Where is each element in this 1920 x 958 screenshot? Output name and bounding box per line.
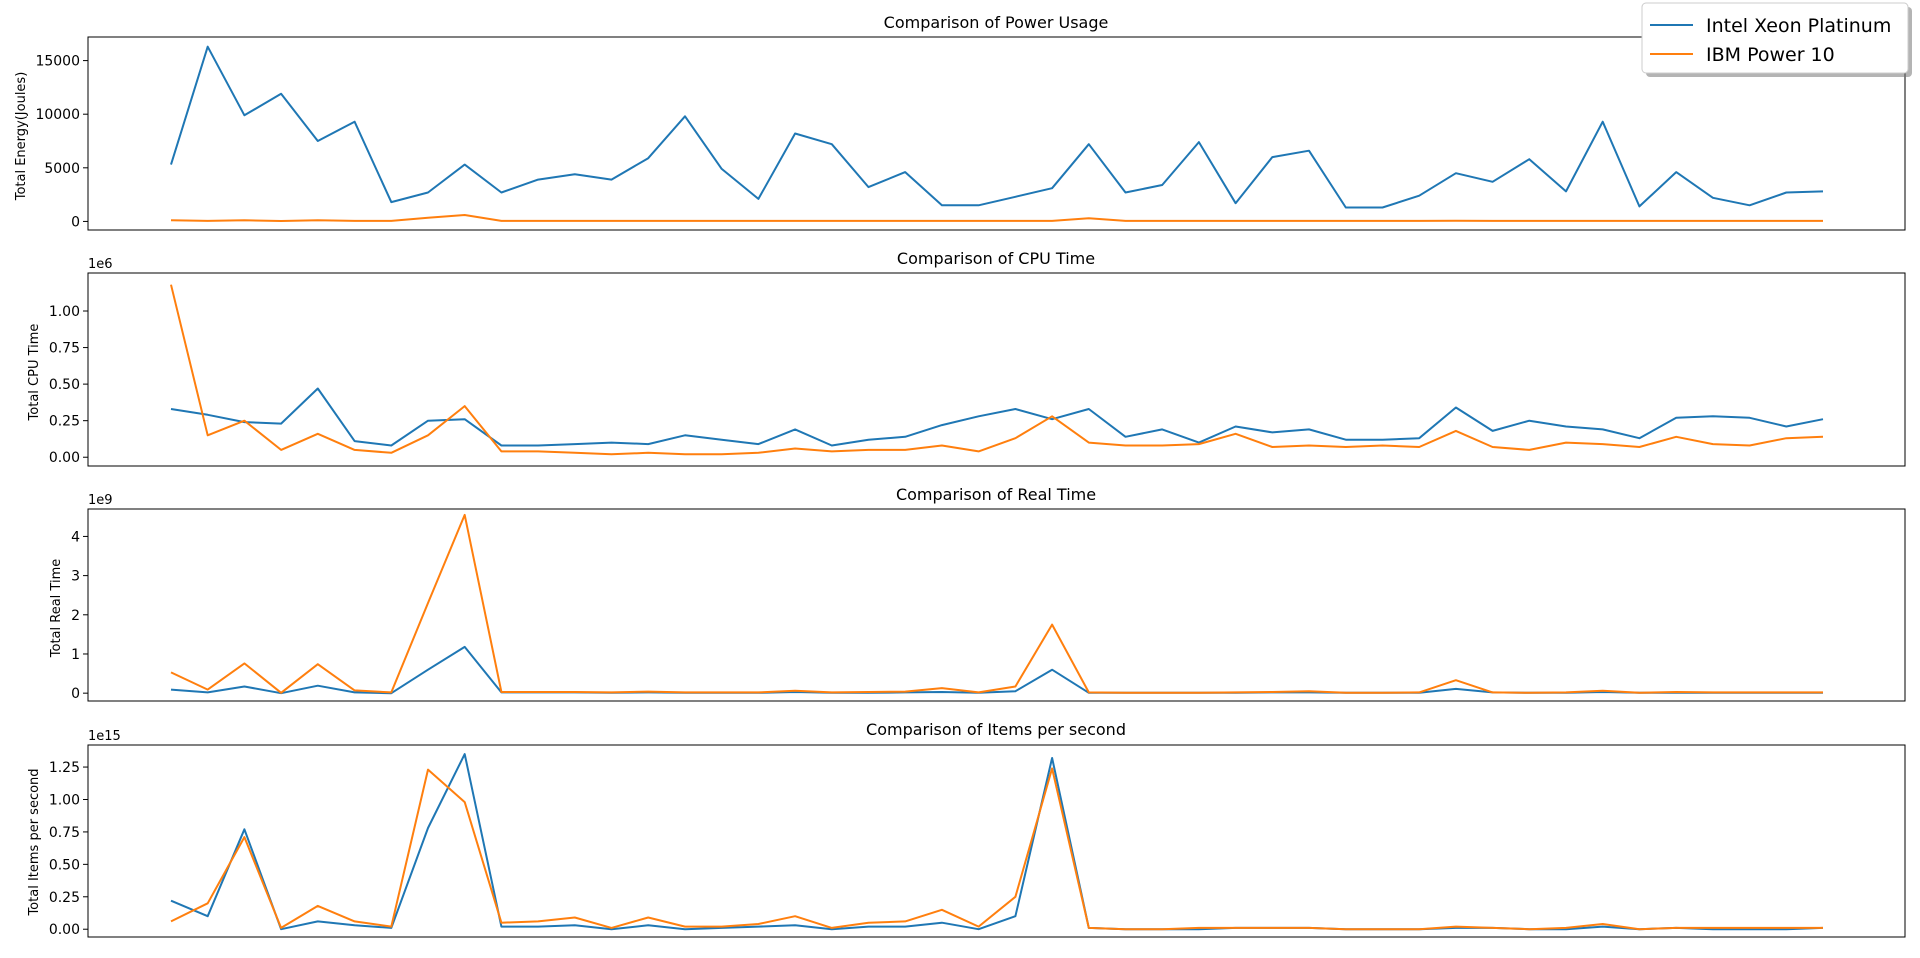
y-scale-label: 1e15	[88, 729, 121, 744]
y-tick-label: 3	[71, 569, 80, 585]
plot-frame	[87, 272, 1906, 467]
panel-items-per-second: Comparison of Items per second Total Ite…	[27, 720, 1906, 938]
y-tick-label: 0.00	[49, 922, 80, 938]
series-line-ibm-power-10	[170, 513, 1823, 694]
y-ticks: 0 5000 10000 15000	[35, 54, 88, 230]
plot-lines	[170, 513, 1823, 695]
y-tick-label: 5000	[44, 161, 80, 177]
y-tick-label: 0.00	[49, 450, 80, 466]
plot-frame	[87, 508, 1906, 702]
chart-title: Comparison of CPU Time	[897, 249, 1095, 268]
legend-box	[1641, 2, 1909, 74]
y-tick-label: 2	[71, 608, 80, 624]
y-tick-label: 0.25	[49, 890, 80, 906]
chart-title: Comparison of Power Usage	[884, 13, 1109, 32]
y-tick-label: 10000	[35, 107, 80, 123]
legend-label-ibm: IBM Power 10	[1706, 44, 1835, 66]
chart-title: Comparison of Real Time	[896, 485, 1096, 504]
y-tick-label: 1.25	[49, 760, 80, 776]
y-tick-label: 0.75	[49, 341, 80, 357]
y-tick-label: 0	[71, 214, 80, 230]
y-axis-label: Total Real Time	[49, 559, 64, 658]
plot-frame	[87, 744, 1906, 938]
legend: Intel Xeon Platinum IBM Power 10	[1641, 2, 1912, 77]
y-tick-label: 0.25	[49, 414, 80, 430]
y-ticks: 0.00 0.25 0.50 0.75 1.00 1.25	[49, 760, 88, 938]
y-tick-label: 0.50	[49, 377, 80, 393]
plot-lines	[170, 753, 1824, 931]
y-axis-label: Total Items per second	[27, 768, 42, 916]
panel-real-time: Comparison of Real Time Total Real Time …	[49, 485, 1906, 702]
panel-cpu-time: Comparison of CPU Time Total CPU Time 1e…	[27, 249, 1906, 467]
plot-lines	[170, 45, 1824, 222]
series-line-ibm-power-10	[170, 767, 1823, 931]
plot-lines	[170, 284, 1824, 456]
series-line-intel-xeon-platinum	[170, 45, 1824, 209]
y-tick-label: 4	[71, 529, 80, 545]
y-ticks: 0.00 0.25 0.50 0.75 1.00	[49, 304, 88, 466]
y-tick-label: 0.50	[49, 857, 80, 873]
y-scale-label: 1e6	[88, 257, 113, 272]
y-axis-label: Total CPU Time	[27, 324, 42, 422]
y-scale-label: 1e9	[88, 493, 113, 508]
plot-frame	[87, 36, 1906, 231]
legend-label-intel: Intel Xeon Platinum	[1706, 15, 1891, 37]
y-ticks: 0 1 2 3 4	[71, 529, 88, 702]
y-axis-label: Total Energy(Joules)	[14, 72, 29, 202]
y-tick-label: 15000	[35, 54, 80, 70]
y-tick-label: 1.00	[49, 304, 80, 320]
y-tick-label: 0	[71, 686, 80, 702]
panel-power-usage: Comparison of Power Usage Total Energy(J…	[14, 13, 1906, 231]
y-tick-label: 0.75	[49, 825, 80, 841]
y-tick-label: 1.00	[49, 792, 80, 808]
series-line-ibm-power-10	[170, 284, 1824, 456]
chart-title: Comparison of Items per second	[866, 720, 1126, 739]
y-tick-label: 1	[71, 647, 80, 663]
series-line-ibm-power-10	[170, 214, 1823, 222]
